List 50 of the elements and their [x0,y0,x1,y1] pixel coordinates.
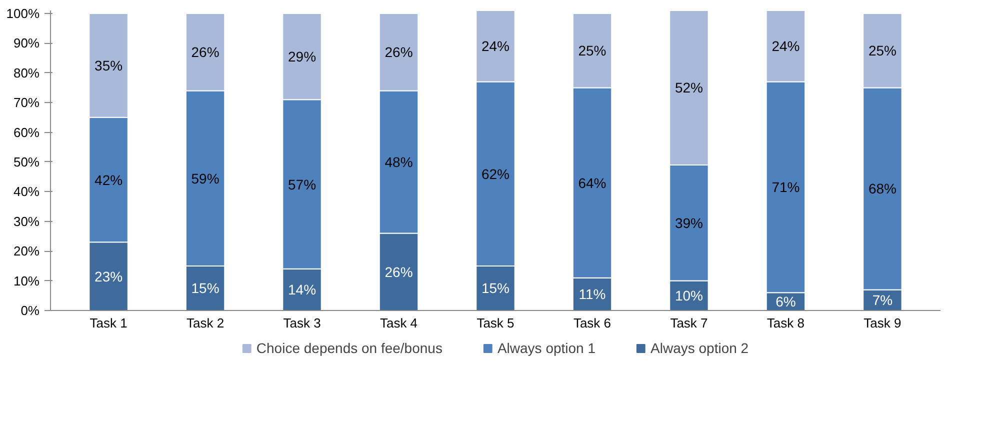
y-tick-label: 90% [13,36,40,51]
data-label: 6% [776,294,796,310]
data-label: 24% [772,38,800,54]
x-tick-label: Task 4 [380,316,418,330]
x-tick-label: Task 7 [670,316,708,330]
y-tick-label: 60% [13,124,40,140]
data-label: 26% [384,264,413,280]
y-tick-label: 100% [6,6,40,21]
data-label: 52% [674,80,703,96]
data-label: 71% [772,179,800,196]
x-tick-label: Task 8 [766,316,805,330]
data-label: 14% [288,282,316,298]
x-tick-label: Task 1 [90,316,128,330]
data-label: 57% [288,176,316,192]
data-label: 23% [94,268,123,284]
legend-label: Always option 1 [497,340,596,356]
data-label: 7% [872,292,893,308]
x-tick-label: Task 3 [283,316,321,330]
data-label: 26% [191,44,220,60]
data-label: 10% [674,288,703,304]
x-tick-label: Task 5 [476,316,514,330]
legend-label: Choice depends on fee/bonus [256,340,442,356]
y-tick-label: 0% [20,303,40,318]
data-label: 15% [191,280,220,296]
x-tick-label: Task 9 [864,316,902,330]
x-tick-label: Task 2 [186,316,224,330]
data-label: 11% [578,286,606,302]
data-label: 68% [868,180,896,197]
y-tick-label: 30% [13,214,40,229]
data-label: 29% [288,48,316,65]
y-tick-label: 20% [13,244,40,259]
y-tick-label: 40% [13,184,40,200]
y-tick-label: 70% [13,95,40,110]
data-label: 25% [868,42,896,59]
legend-label: Always option 2 [650,340,749,356]
x-tick-label: Task 6 [573,316,612,330]
data-label: 42% [94,172,123,188]
data-label: 48% [384,154,413,170]
data-label: 24% [481,38,510,54]
data-label: 15% [481,280,510,296]
data-label: 25% [578,42,606,59]
data-label: 26% [384,44,413,60]
data-label: 39% [674,214,703,231]
y-tick-label: 10% [13,273,40,288]
data-label: 62% [481,166,510,182]
data-label: 64% [578,174,606,191]
y-tick-label: 80% [13,65,40,80]
y-tick-label: 50% [13,154,40,170]
data-label: 35% [94,57,123,74]
data-label: 59% [191,170,220,186]
